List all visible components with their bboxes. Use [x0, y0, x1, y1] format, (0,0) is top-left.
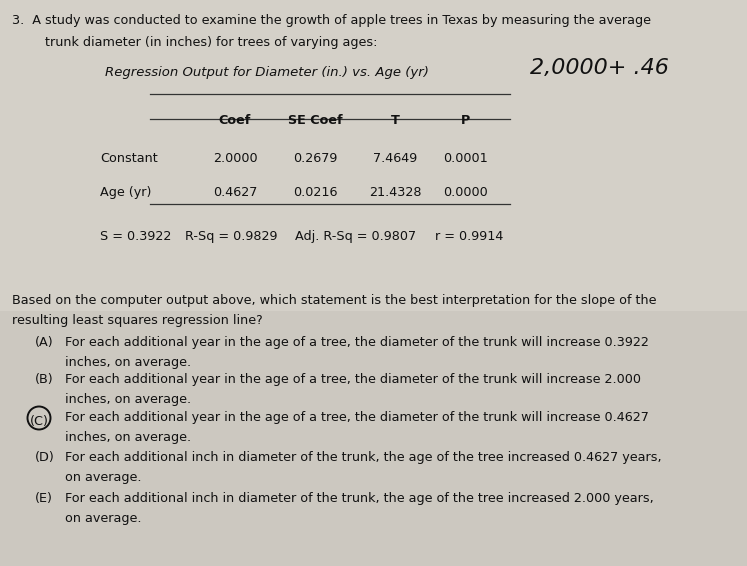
Text: resulting least squares regression line?: resulting least squares regression line?	[12, 314, 263, 327]
Text: 2.0000: 2.0000	[213, 152, 257, 165]
Text: For each additional year in the age of a tree, the diameter of the trunk will in: For each additional year in the age of a…	[65, 411, 649, 424]
Text: 0.2679: 0.2679	[293, 152, 337, 165]
Text: r = 0.9914: r = 0.9914	[435, 230, 503, 243]
Text: Constant: Constant	[100, 152, 158, 165]
Text: For each additional year in the age of a tree, the diameter of the trunk will in: For each additional year in the age of a…	[65, 373, 641, 386]
Text: 3.  A study was conducted to examine the growth of apple trees in Texas by measu: 3. A study was conducted to examine the …	[12, 14, 651, 27]
Text: 2,0000+ .46: 2,0000+ .46	[530, 58, 669, 78]
Text: For each additional year in the age of a tree, the diameter of the trunk will in: For each additional year in the age of a…	[65, 336, 649, 349]
Text: inches, on average.: inches, on average.	[65, 393, 191, 406]
Text: 0.4627: 0.4627	[213, 186, 257, 199]
Text: 0.0000: 0.0000	[443, 186, 487, 199]
Text: on average.: on average.	[65, 512, 141, 525]
Text: For each additional inch in diameter of the trunk, the age of the tree increased: For each additional inch in diameter of …	[65, 451, 662, 464]
Text: Coef: Coef	[219, 114, 251, 127]
Text: Adj. R-Sq = 0.9807: Adj. R-Sq = 0.9807	[295, 230, 416, 243]
Text: (A): (A)	[35, 336, 54, 349]
Text: T: T	[391, 114, 400, 127]
Text: SE Coef: SE Coef	[288, 114, 342, 127]
Text: inches, on average.: inches, on average.	[65, 431, 191, 444]
FancyBboxPatch shape	[0, 0, 747, 311]
Text: 7.4649: 7.4649	[373, 152, 417, 165]
Text: R-Sq = 0.9829: R-Sq = 0.9829	[185, 230, 277, 243]
Text: Age (yr): Age (yr)	[100, 186, 152, 199]
Text: (B): (B)	[35, 373, 54, 386]
Text: (E): (E)	[35, 492, 53, 505]
Text: For each additional inch in diameter of the trunk, the age of the tree increased: For each additional inch in diameter of …	[65, 492, 654, 505]
Text: inches, on average.: inches, on average.	[65, 356, 191, 369]
Text: S = 0.3922: S = 0.3922	[100, 230, 171, 243]
Text: 0.0216: 0.0216	[293, 186, 337, 199]
Text: (D): (D)	[35, 451, 55, 464]
Text: 21.4328: 21.4328	[369, 186, 421, 199]
Text: Regression Output for Diameter (in.) vs. Age (yr): Regression Output for Diameter (in.) vs.…	[105, 66, 429, 79]
Text: on average.: on average.	[65, 471, 141, 484]
Text: P: P	[460, 114, 470, 127]
Text: 0.0001: 0.0001	[443, 152, 487, 165]
Text: trunk diameter (in inches) for trees of varying ages:: trunk diameter (in inches) for trees of …	[25, 36, 377, 49]
Text: Based on the computer output above, which statement is the best interpretation f: Based on the computer output above, whic…	[12, 294, 657, 307]
Text: (C): (C)	[30, 415, 49, 428]
